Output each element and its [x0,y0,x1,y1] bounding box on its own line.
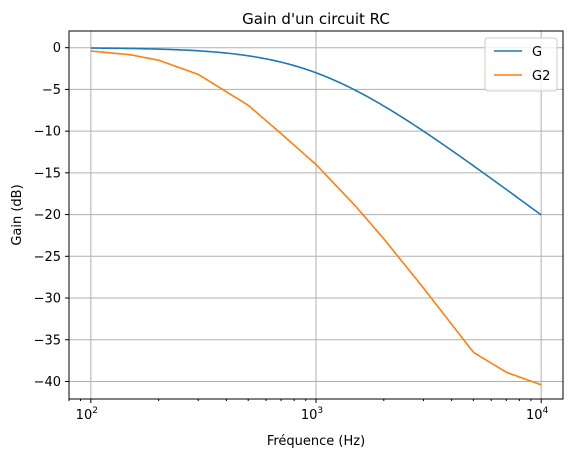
y-tick-label: −25 [34,250,61,265]
y-tick-label: −40 [34,375,61,390]
chart-title: Gain d'un circuit RC [242,10,390,28]
y-tick-label: −20 [34,208,61,223]
legend: G G2 [484,37,558,92]
y-axis-label: Gain (dB) [10,184,25,245]
legend-label-g2: G2 [532,69,550,84]
x-axis-ticks: 102 103 104 [68,399,549,423]
y-tick-label: −35 [34,333,61,348]
x-tick-label: 104 [526,406,549,423]
grid-lines [69,31,563,399]
y-tick-label: −5 [42,83,61,98]
series-lines [90,47,542,386]
x-tick-label: 102 [76,406,98,423]
series-line-g2 [90,50,542,386]
x-tick-label: 103 [301,406,323,423]
legend-label-g: G [532,45,542,60]
y-tick-label: −10 [34,125,61,140]
y-tick-label: −15 [34,166,61,181]
series-line-g [90,47,542,216]
y-tick-label: 0 [53,41,61,56]
x-axis-label: Fréquence (Hz) [267,434,365,449]
y-axis-ticks: 0 −5 −10 −15 −20 −25 −30 −35 −40 [34,41,69,390]
y-tick-label: −30 [34,292,61,307]
